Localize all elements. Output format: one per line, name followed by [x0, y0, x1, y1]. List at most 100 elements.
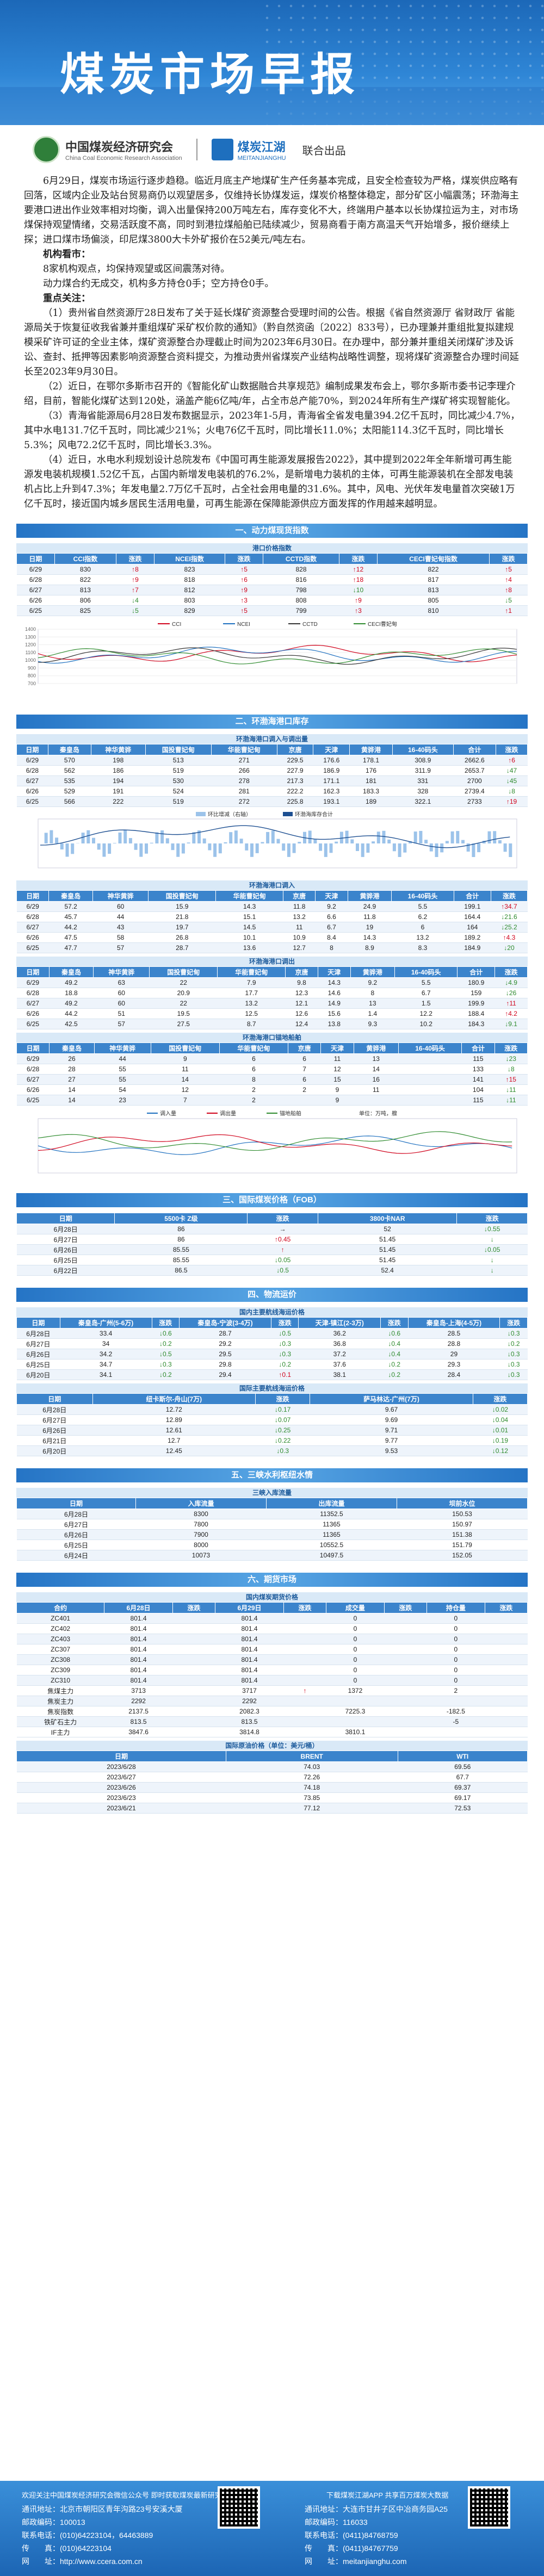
table-cell	[326, 1716, 385, 1727]
table-row: 6月22日 86.5 ↓0.5 52.4 ↓	[16, 1265, 528, 1276]
bar-mark	[287, 843, 290, 857]
table-cell: ↓0.01	[473, 1425, 528, 1436]
table-cell: ↑19	[496, 796, 528, 807]
table-header-cell: 京唐	[276, 744, 314, 755]
table-cell: ↓45	[496, 775, 528, 786]
table-header-cell: 神华黄骅	[94, 1042, 151, 1054]
table-cell: 36.2	[298, 1328, 381, 1339]
table-cell: 272	[211, 796, 277, 807]
intro-paragraph: 8家机构观点，均保持观望或区间震荡对待。	[43, 264, 230, 275]
table-cell: 74.03	[226, 1761, 398, 1772]
bar-mark	[382, 830, 386, 843]
table-cell: 0	[426, 1623, 485, 1634]
table-row: 6/28 822 ↑9 818 ↑6 816 ↑18 817 ↑4	[16, 574, 528, 585]
table-header-cell: 秦皇岛	[48, 890, 94, 902]
table-cell: 9	[320, 1084, 354, 1095]
bar-mark	[461, 840, 465, 843]
table-cell: 278	[211, 775, 277, 786]
table-cell: 529	[48, 786, 91, 797]
section-1-subtitle: 港口价格指数	[16, 543, 528, 553]
section-2-subtitle-2: 环渤海港口调入	[16, 880, 528, 890]
table-cell: 115	[461, 1053, 495, 1064]
table-header-cell: 5500卡 Z级	[114, 1213, 248, 1224]
bar-mark	[50, 830, 53, 843]
table-cell: 36.8	[298, 1338, 381, 1349]
section-2-subtitle-3: 环渤海港口调出	[16, 957, 528, 966]
table-cell: 12	[151, 1084, 220, 1095]
table-row: 焦炭指数 2137.5 2082.3 7225.3 -182.5	[16, 1706, 528, 1717]
bar-mark	[123, 830, 127, 843]
table-cell: 530	[145, 775, 212, 786]
table-cell: 222.2	[277, 786, 313, 797]
table-row: 6月27日 86 ↑0.45 51.45 ↓	[16, 1234, 528, 1245]
table-cell: 189	[349, 796, 393, 807]
table-cell: 焦煤主力	[16, 1685, 104, 1696]
table-cell: ↓0.05	[247, 1255, 318, 1265]
table-cell: 47.7	[48, 942, 93, 953]
bar-mark	[487, 831, 491, 843]
table-cell: ZC309	[16, 1665, 104, 1675]
table-cell: 37.6	[298, 1359, 381, 1370]
bar-mark	[308, 830, 312, 843]
table-cell: 2	[219, 1084, 288, 1095]
table-cell: 0	[426, 1654, 485, 1665]
table-cell	[384, 1706, 427, 1717]
table-row: ZC309 801.4 801.4 0 0	[16, 1665, 528, 1675]
table-cell: 6	[391, 922, 454, 933]
table-cell: 37.2	[298, 1349, 381, 1360]
footer-left-caption-line1: 欢迎关注中国煤炭经济研究会微信公众号	[22, 2491, 150, 2499]
table-cell: 535	[48, 775, 91, 786]
table-cell: ↓0.3	[499, 1369, 528, 1380]
footer-left-contacts: 通讯地址：北京市朝阳区青年沟路23号安溪大厦 邮政编码：100013 联系电话：(0…	[22, 2503, 183, 2568]
bar-mark	[176, 843, 180, 857]
table-row: 焦煤主力 3713 3717 ↑ 1372 2	[16, 1685, 528, 1696]
bar-mark	[65, 843, 69, 857]
table-cell: ↓	[456, 1265, 528, 1276]
footer-contact-line: 通讯地址：大连市甘井子区中冶商务园A25	[305, 2505, 448, 2513]
table-cell: 60	[92, 901, 149, 912]
table-cell: 1372	[326, 1685, 385, 1696]
port-stock-table: 日期 秦皇岛 神华黄骅 国投曹妃甸 华能曹妃甸 京唐 天津 黄骅港 16-40码头 合计 涨跌 6/2…	[16, 744, 528, 807]
table-header-cell: 国投曹妃甸	[149, 966, 218, 978]
table-cell	[326, 1696, 385, 1706]
table-cell: 72.53	[398, 1803, 528, 1814]
port-inflow-table: 日期 秦皇岛 神华黄骅 国投曹妃甸 华能曹妃甸 京唐 天津 黄骅港 16-40码头 合计 涨跌 6/2…	[16, 890, 528, 953]
legend-label: 调出量	[220, 1110, 236, 1117]
table-header-row: 日期 5500卡 Z级 涨跌 3800卡NAR 涨跌	[16, 1213, 528, 1224]
table-cell: 6/25	[16, 1019, 50, 1029]
table-cell: 7	[151, 1095, 220, 1106]
table-cell: ↑34.7	[491, 901, 528, 912]
table-cell: 55	[94, 1064, 151, 1075]
table-cell: 6月21日	[16, 1435, 93, 1446]
bar-mark	[208, 843, 212, 851]
table-cell: 9.67	[310, 1404, 473, 1415]
table-cell: 308.9	[392, 755, 454, 766]
table-cell: 176.6	[313, 755, 350, 766]
table-cell: ↓10	[339, 585, 378, 595]
table-cell: 0	[326, 1654, 385, 1665]
table-cell: 0	[326, 1623, 385, 1634]
bar-mark	[86, 830, 90, 843]
table-cell: 229.5	[277, 755, 313, 766]
footer-right-contacts: 通讯地址：大连市甘井子区中冶商务园A25 邮政编码：116033 联系电话：(041…	[305, 2503, 448, 2568]
table-cell: 562	[48, 765, 91, 776]
table-header-cell: 神华黄骅	[90, 744, 146, 755]
table-cell: 72.26	[226, 1772, 398, 1783]
table-cell: 6月22日	[16, 1265, 115, 1276]
table-cell: 2	[219, 1095, 288, 1106]
table-cell: IF主力	[16, 1727, 104, 1737]
table-header-cell: 日期	[16, 1751, 226, 1762]
intro-text: 6月29日，煤炭市场运行逐步趋稳。临近月底主产地煤矿生产任务基本完成，且安全检查…	[0, 174, 544, 512]
table-cell: 28.7	[179, 1328, 271, 1339]
table-header-row: 日期 秦皇岛 神华黄骅 国投曹妃甸 华能曹妃甸 京唐 天津 黄骅港 16-40码头 合计 涨跌	[16, 966, 528, 978]
coop-label: 联合出品	[302, 145, 346, 157]
table-cell: 799	[263, 605, 339, 616]
bar-mark	[202, 838, 206, 843]
table-cell: 2739.4	[453, 786, 496, 797]
bar-mark	[229, 832, 233, 843]
table-cell	[485, 1613, 528, 1624]
table-cell: 7	[288, 1064, 321, 1075]
table-row: 6/26 47.5 58 26.8 10.1 10.9 8.4 14.3 13.2 189.2 ↑4…	[16, 932, 528, 943]
table-cell: 15.9	[148, 901, 216, 912]
bar-mark	[335, 841, 338, 843]
